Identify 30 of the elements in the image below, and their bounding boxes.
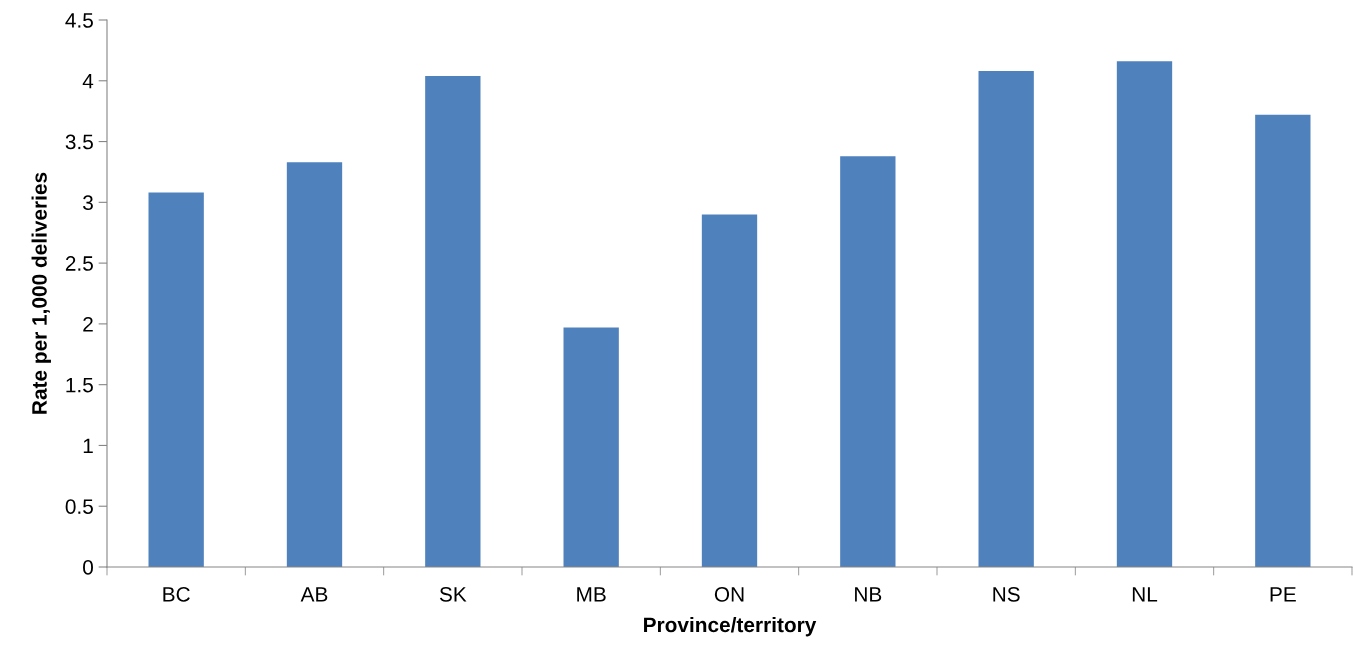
y-axis-title: Rate per 1,000 deliveries (31, 172, 51, 414)
bar (701, 214, 758, 567)
x-tick-label: BC (163, 586, 190, 602)
bar (1116, 61, 1173, 567)
bar (286, 162, 343, 567)
y-tick-label: 1 (83, 438, 93, 453)
x-tick-label: NS (993, 586, 1020, 602)
y-tick-label: 0.5 (65, 499, 93, 514)
x-tick-label: AB (300, 587, 328, 602)
x-axis-title: Province/territory (644, 616, 817, 637)
y-tick-label: 2 (83, 316, 93, 332)
x-tick-label: MB (577, 587, 606, 602)
x-tick-label: PE (1270, 587, 1296, 602)
x-tick-label: NL (1132, 587, 1158, 602)
y-tick-label: 4 (82, 73, 94, 89)
bar (840, 156, 896, 567)
y-tick-label: 0 (83, 560, 93, 575)
x-tick-label: ON (714, 586, 744, 602)
bar (148, 192, 204, 567)
bar (563, 327, 619, 567)
y-tick-label: 3 (83, 195, 93, 211)
bar (1255, 114, 1311, 567)
bar (978, 71, 1034, 567)
bar (425, 75, 481, 567)
y-tick-label: 4.5 (65, 13, 93, 28)
x-tick-label: SK (439, 586, 467, 602)
y-tick-label: 3.5 (65, 134, 93, 150)
x-tick-label: NB (855, 587, 882, 602)
y-tick-label: 2.5 (65, 256, 93, 271)
y-tick-label: 1.5 (66, 377, 93, 393)
